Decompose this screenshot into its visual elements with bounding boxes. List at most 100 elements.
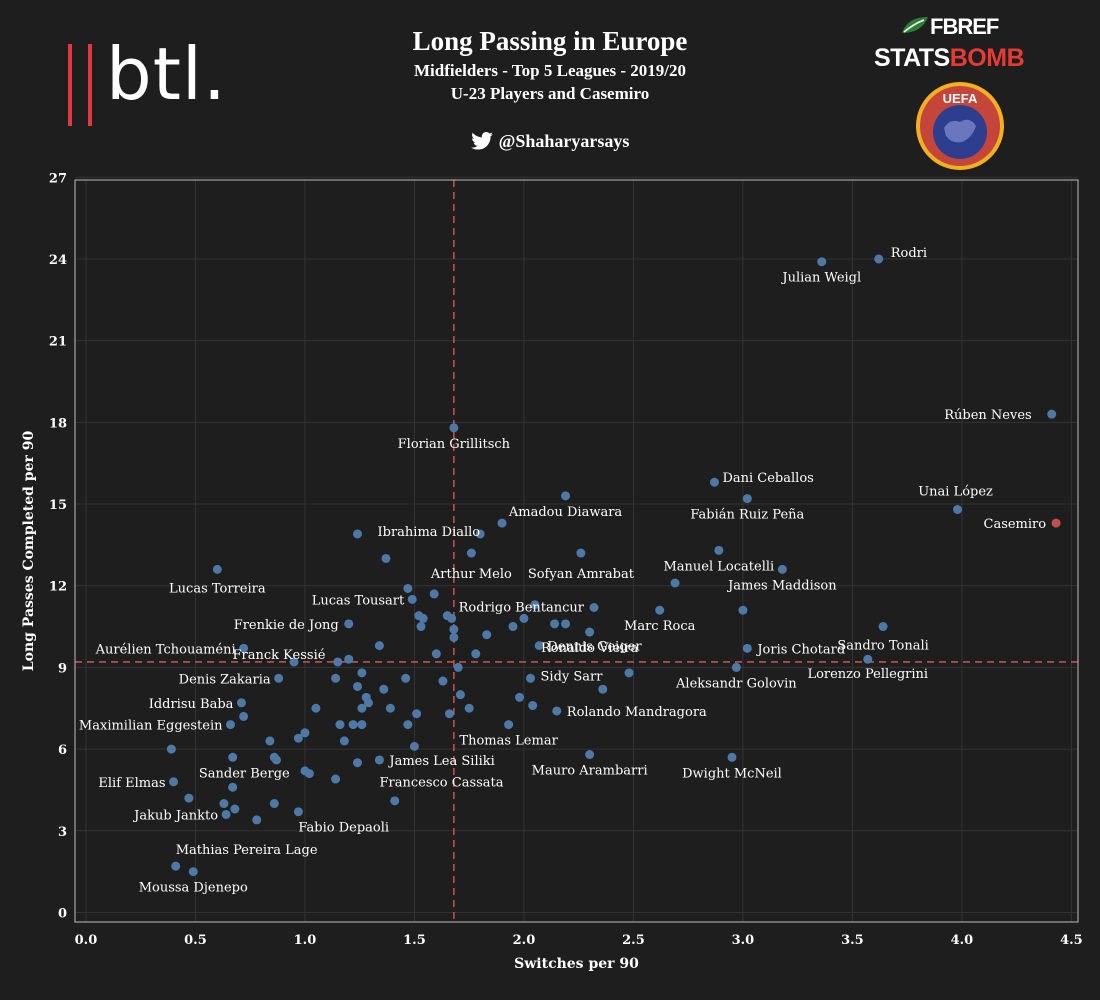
- data-point: [239, 711, 249, 721]
- data-point: [335, 720, 345, 730]
- data-point: [447, 613, 457, 623]
- point-label: Sandro Tonali: [837, 639, 928, 654]
- data-point-labeled: [714, 545, 724, 555]
- data-point: [515, 692, 525, 702]
- data-point-labeled: [727, 752, 737, 762]
- point-label: Mathias Pereira Lage: [176, 843, 318, 858]
- data-point: [311, 703, 321, 713]
- data-point-labeled: [655, 605, 665, 615]
- data-point: [333, 657, 343, 667]
- data-point: [230, 804, 240, 814]
- data-point: [528, 701, 538, 711]
- data-point: [390, 796, 400, 806]
- data-point: [331, 774, 341, 784]
- point-label: Lorenzo Pellegrini: [807, 667, 928, 682]
- data-point-labeled: [466, 548, 476, 558]
- data-point: [339, 736, 349, 746]
- data-point: [449, 632, 459, 642]
- chart-title: Long Passing in Europe: [412, 26, 688, 56]
- data-point: [431, 649, 441, 659]
- data-point-labeled: [1047, 409, 1057, 419]
- data-point: [464, 703, 474, 713]
- grid: [75, 176, 1078, 922]
- x-tick-label: 0.0: [75, 933, 98, 948]
- x-tick-label: 1.0: [294, 933, 317, 948]
- data-point: [598, 684, 608, 694]
- data-point-labeled: [236, 698, 246, 708]
- y-axis-label: Long Passes Completed per 90: [21, 431, 37, 672]
- data-point: [331, 673, 341, 683]
- data-point: [508, 622, 518, 632]
- point-label: James Lea Siliki: [387, 754, 494, 769]
- data-point-labeled: [589, 603, 599, 613]
- uefa-text: UEFA: [943, 91, 978, 106]
- y-tick-label: 12: [49, 580, 67, 595]
- data-point: [429, 589, 439, 599]
- point-label: Sidy Sarr: [541, 669, 604, 684]
- point-label: Elif Elmas: [98, 776, 165, 791]
- data-point-labeled: [169, 777, 179, 787]
- data-point: [471, 649, 481, 659]
- point-label: Fabián Ruiz Peña: [690, 508, 804, 523]
- data-point-labeled: [709, 477, 719, 487]
- data-point: [475, 529, 485, 539]
- twitter-bird-icon: [470, 132, 493, 150]
- x-tick-label: 4.0: [951, 933, 974, 948]
- data-point: [381, 553, 391, 563]
- data-point: [416, 622, 426, 632]
- data-point: [497, 518, 507, 528]
- point-label: Rodrigo Bentancur: [459, 601, 585, 616]
- x-tick-label: 2.0: [513, 933, 536, 948]
- point-label: Aleksandr Golovin: [675, 676, 797, 691]
- data-point: [412, 709, 422, 719]
- data-point-labeled: [407, 594, 417, 604]
- point-labels: Rodri Julian Weigl Rúben Neves Florian Gril…: [79, 246, 1046, 896]
- data-point: [374, 641, 384, 651]
- data-point: [344, 654, 354, 664]
- point-label: Aurélien Tchouaméni: [95, 642, 236, 657]
- data-point: [482, 630, 492, 640]
- data-point: [530, 600, 540, 610]
- y-tick-label: 21: [49, 335, 67, 350]
- data-point-labeled: [344, 619, 354, 629]
- data-point-labeled: [353, 758, 363, 768]
- statsbomb-text-b: BOMB: [949, 44, 1025, 72]
- point-label: Sander Berge: [199, 766, 290, 781]
- y-tick-label: 15: [49, 498, 67, 513]
- data-point-labeled: [874, 254, 884, 264]
- twitter-handle-text: @Shaharyarsays: [498, 131, 630, 151]
- data-point-labeled: [742, 643, 752, 653]
- data-point: [403, 583, 413, 593]
- data-point-labeled: [731, 662, 741, 672]
- x-tick-label: 2.5: [622, 933, 645, 948]
- data-point: [265, 736, 275, 746]
- x-tick-label: 3.0: [732, 933, 755, 948]
- point-label: Rodri: [891, 246, 927, 261]
- point-label: Franck Kessié: [233, 648, 326, 663]
- data-point: [449, 624, 459, 634]
- statsbomb-logo: STATSBOMB: [874, 44, 1025, 73]
- data-point: [184, 793, 194, 803]
- data-point-labeled: [212, 564, 222, 574]
- header: btl. Long Passing in Europe Midfielders …: [0, 0, 1100, 175]
- data-point: [357, 668, 367, 678]
- x-axis-ticks: 0.0 0.5 1.0 1.5 2.0 2.5 3.0 3.5 4.0 4.5: [75, 933, 1083, 948]
- data-point-labeled: [188, 867, 198, 877]
- y-tick-label: 24: [49, 253, 67, 268]
- point-label: Arthur Melo: [430, 567, 512, 582]
- point-label: Dwight McNeil: [682, 766, 782, 781]
- data-point: [455, 690, 465, 700]
- data-point: [293, 733, 303, 743]
- y-tick-label: 9: [58, 661, 67, 676]
- point-label: Moussa Djenepo: [139, 881, 248, 896]
- point-label: Dennis Geiger: [547, 640, 642, 655]
- data-point: [624, 668, 634, 678]
- point-label: Florian Grillitsch: [398, 437, 511, 452]
- data-point-labeled: [449, 423, 459, 433]
- plot-frame: [74, 179, 1079, 923]
- point-label: Casemiro: [984, 517, 1047, 532]
- data-point-labeled: [289, 657, 299, 667]
- data-point-labeled: [878, 622, 888, 632]
- y-tick-label: 18: [49, 416, 67, 431]
